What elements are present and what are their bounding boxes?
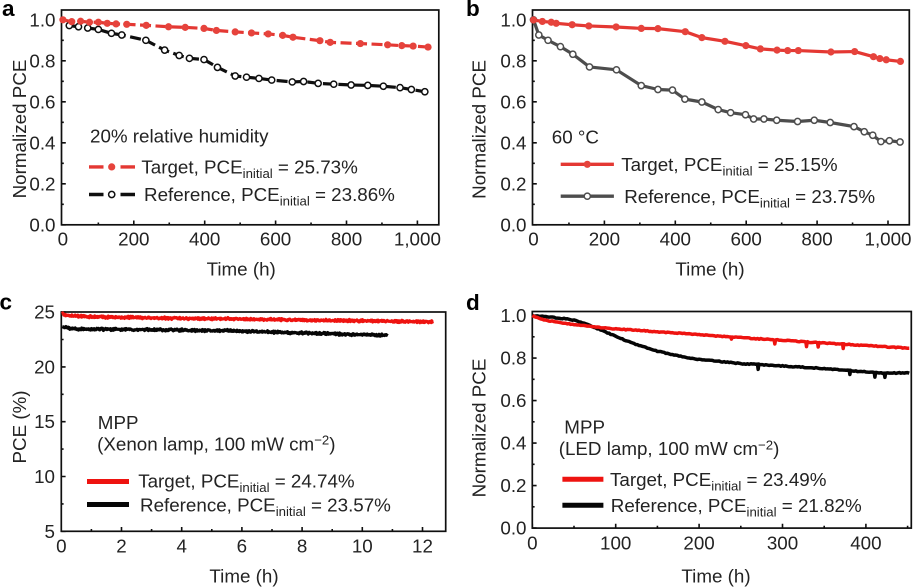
- svg-text:8: 8: [297, 536, 307, 557]
- svg-text:6: 6: [237, 536, 247, 557]
- svg-text:300: 300: [767, 533, 798, 554]
- svg-text:100: 100: [600, 533, 631, 554]
- svg-text:200: 200: [118, 229, 149, 250]
- svg-text:1.0: 1.0: [500, 305, 526, 326]
- svg-text:Reference, PCEinitial = 23.75%: Reference, PCEinitial = 23.75%: [624, 186, 875, 211]
- svg-text:800: 800: [331, 229, 362, 250]
- svg-text:Time (h): Time (h): [209, 566, 278, 587]
- svg-text:0.4: 0.4: [500, 433, 526, 454]
- svg-text:0.4: 0.4: [500, 132, 526, 153]
- svg-text:0.0: 0.0: [500, 518, 526, 539]
- svg-text:1,000: 1,000: [394, 229, 441, 250]
- svg-text:1,000: 1,000: [865, 229, 912, 250]
- svg-text:PCE (%): PCE (%): [9, 390, 30, 463]
- svg-text:c: c: [0, 290, 12, 315]
- svg-text:400: 400: [660, 229, 691, 250]
- svg-text:(Xenon lamp, 100 mW cm−2): (Xenon lamp, 100 mW cm−2): [97, 433, 335, 455]
- svg-text:0.0: 0.0: [500, 214, 526, 235]
- svg-text:(LED lamp, 100 mW cm−2): (LED lamp, 100 mW cm−2): [559, 437, 780, 459]
- svg-text:Reference, PCEinitial = 23.86%: Reference, PCEinitial = 23.86%: [144, 184, 395, 209]
- svg-text:0.8: 0.8: [500, 50, 526, 71]
- svg-text:0: 0: [56, 536, 66, 557]
- svg-text:Time (h): Time (h): [681, 566, 750, 587]
- svg-text:0: 0: [58, 229, 68, 250]
- svg-text:MPP: MPP: [564, 417, 605, 438]
- svg-text:12: 12: [412, 536, 433, 557]
- svg-text:Normalized PCE: Normalized PCE: [469, 359, 490, 498]
- svg-text:0.6: 0.6: [500, 91, 526, 112]
- svg-text:0.2: 0.2: [500, 173, 526, 194]
- svg-text:0.4: 0.4: [29, 132, 55, 153]
- svg-text:Target, PCEinitial = 25.73%: Target, PCEinitial = 25.73%: [141, 156, 358, 181]
- svg-text:10: 10: [352, 536, 373, 557]
- svg-text:0.8: 0.8: [29, 50, 55, 71]
- svg-text:1.0: 1.0: [500, 9, 526, 30]
- svg-text:0.8: 0.8: [500, 348, 526, 369]
- svg-text:d: d: [466, 290, 480, 315]
- svg-text:600: 600: [731, 229, 762, 250]
- svg-text:0.2: 0.2: [29, 173, 55, 194]
- svg-text:Time (h): Time (h): [207, 259, 276, 280]
- svg-text:0.6: 0.6: [29, 91, 55, 112]
- svg-text:25: 25: [34, 302, 55, 323]
- svg-text:0.6: 0.6: [500, 390, 526, 411]
- svg-text:200: 200: [589, 229, 620, 250]
- svg-text:2: 2: [116, 536, 126, 557]
- svg-text:60 °C: 60 °C: [552, 127, 599, 148]
- svg-text:400: 400: [189, 229, 220, 250]
- svg-text:b: b: [466, 0, 480, 21]
- svg-text:200: 200: [683, 533, 714, 554]
- svg-text:15: 15: [34, 411, 55, 432]
- svg-text:4: 4: [176, 536, 186, 557]
- svg-text:a: a: [2, 0, 15, 21]
- svg-text:400: 400: [850, 533, 881, 554]
- svg-text:Normalized PCE: Normalized PCE: [469, 60, 490, 199]
- svg-text:0.2: 0.2: [500, 475, 526, 496]
- svg-text:800: 800: [801, 229, 832, 250]
- svg-text:Reference, PCEinitial = 21.82%: Reference, PCEinitial = 21.82%: [611, 495, 862, 520]
- svg-text:20: 20: [34, 356, 55, 377]
- svg-text:Target, PCEinitial = 24.74%: Target, PCEinitial = 24.74%: [138, 471, 355, 496]
- svg-text:1.0: 1.0: [29, 9, 55, 30]
- svg-text:20% relative humidity: 20% relative humidity: [90, 125, 269, 146]
- svg-text:10: 10: [34, 466, 55, 487]
- svg-text:600: 600: [260, 229, 291, 250]
- svg-text:Target, PCEinitial = 25.15%: Target, PCEinitial = 25.15%: [621, 154, 838, 179]
- svg-text:0.0: 0.0: [29, 214, 55, 235]
- svg-text:5: 5: [45, 521, 55, 542]
- svg-text:Time (h): Time (h): [675, 259, 744, 280]
- svg-text:0: 0: [528, 229, 538, 250]
- svg-text:MPP: MPP: [98, 412, 139, 433]
- svg-text:0: 0: [527, 533, 537, 554]
- svg-text:Target, PCEinitial = 23.49%: Target, PCEinitial = 23.49%: [610, 469, 827, 494]
- svg-text:Reference, PCEinitial = 23.57%: Reference, PCEinitial = 23.57%: [140, 494, 391, 519]
- svg-text:Normalized PCE: Normalized PCE: [9, 60, 30, 199]
